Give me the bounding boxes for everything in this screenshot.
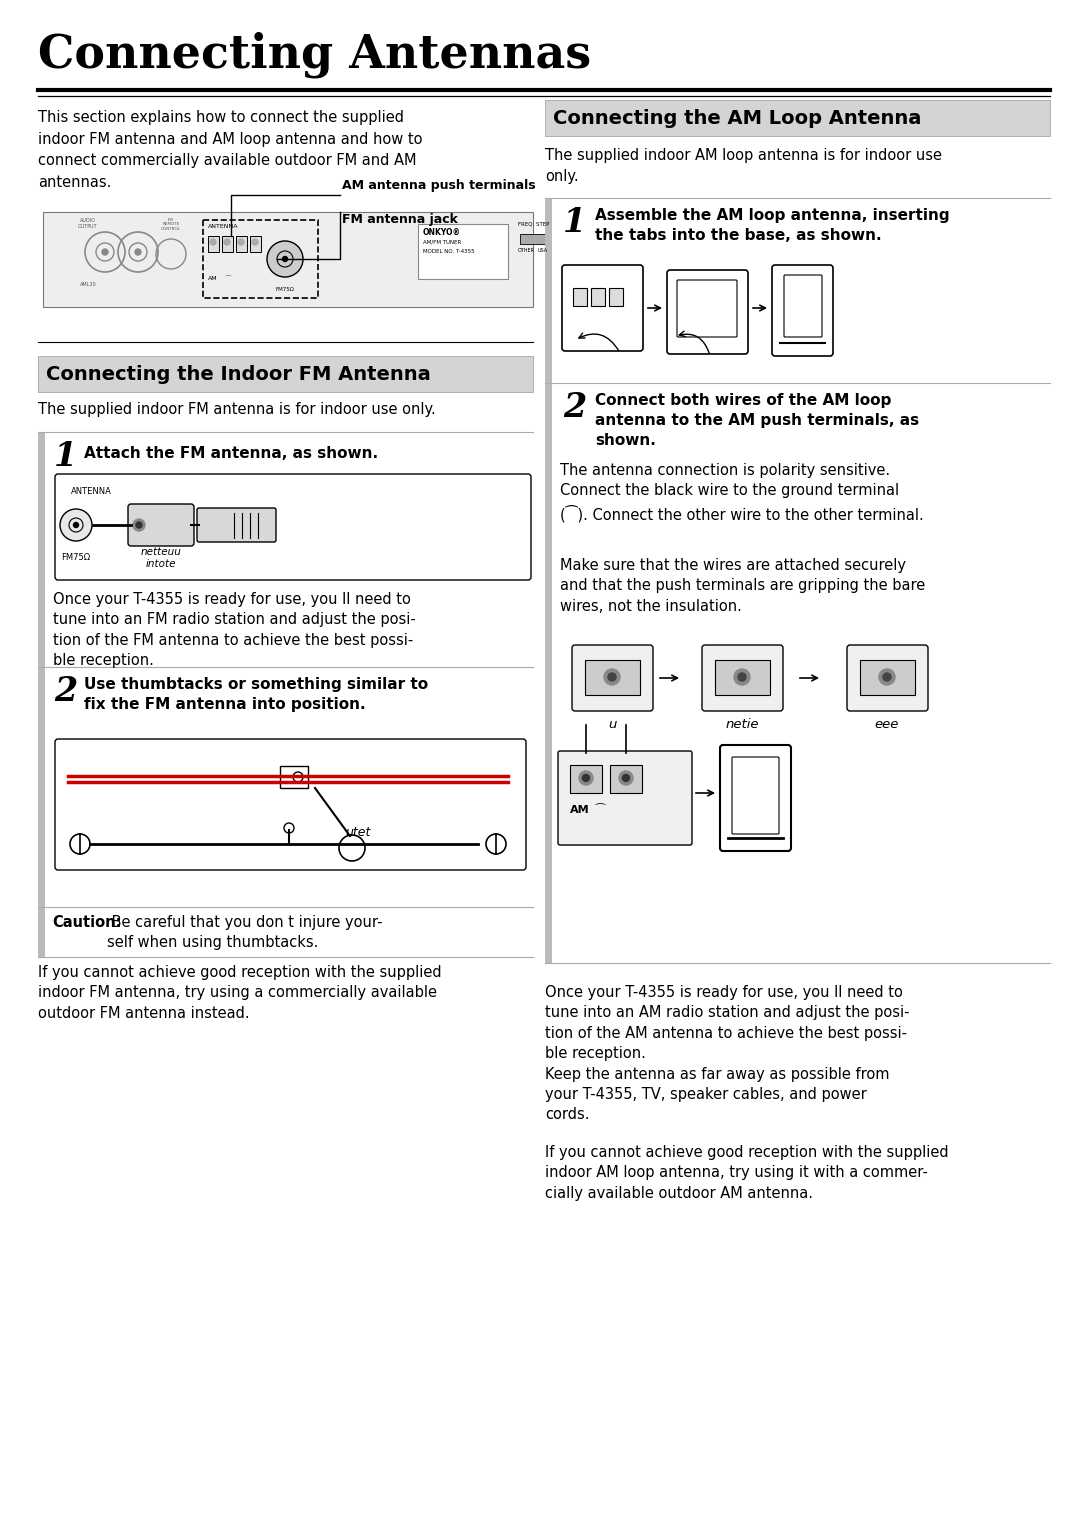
Circle shape (252, 240, 258, 246)
Text: Be careful that you don t injure your-
self when using thumbtacks.: Be careful that you don t injure your- s… (107, 916, 382, 949)
Text: AM/FM TUNER: AM/FM TUNER (423, 240, 461, 246)
FancyBboxPatch shape (847, 645, 928, 711)
Text: AM: AM (570, 806, 590, 815)
Text: ONKYO®: ONKYO® (423, 227, 461, 237)
Text: netie: netie (726, 719, 759, 731)
Text: Connecting the Indoor FM Antenna: Connecting the Indoor FM Antenna (46, 365, 431, 383)
Text: FM
REMOTE
CONTROL: FM REMOTE CONTROL (161, 218, 181, 230)
Circle shape (883, 673, 891, 681)
FancyBboxPatch shape (129, 504, 194, 546)
Text: If you cannot achieve good reception with the supplied
indoor AM loop antenna, t: If you cannot achieve good reception wit… (545, 1144, 948, 1201)
Text: USA: USA (538, 249, 549, 253)
FancyBboxPatch shape (702, 645, 783, 711)
Text: Use thumbtacks or something similar to
fix the FM antenna into position.: Use thumbtacks or something similar to f… (84, 678, 428, 711)
FancyBboxPatch shape (860, 661, 915, 694)
Circle shape (283, 256, 287, 261)
FancyBboxPatch shape (249, 237, 261, 252)
Text: Caution:: Caution: (52, 916, 121, 929)
Circle shape (136, 522, 141, 528)
Text: ANTENNA: ANTENNA (71, 487, 112, 496)
Circle shape (267, 241, 303, 278)
Circle shape (579, 771, 593, 784)
Text: Once your T-4355 is ready for use, you ll need to
tune into an AM radio station : Once your T-4355 is ready for use, you l… (545, 984, 909, 1123)
Text: This section explains how to connect the supplied
indoor FM antenna and AM loop : This section explains how to connect the… (38, 110, 422, 189)
FancyBboxPatch shape (197, 508, 276, 542)
Text: AM antenna push terminals: AM antenna push terminals (342, 179, 536, 192)
Circle shape (582, 775, 590, 781)
FancyBboxPatch shape (237, 237, 247, 252)
Text: The supplied indoor AM loop antenna is for indoor use
only.: The supplied indoor AM loop antenna is f… (545, 148, 942, 185)
FancyBboxPatch shape (222, 237, 233, 252)
FancyBboxPatch shape (545, 198, 552, 383)
Text: FM75Ω: FM75Ω (62, 552, 91, 562)
FancyBboxPatch shape (610, 765, 642, 794)
Text: OTHER: OTHER (518, 249, 535, 253)
Text: utet: utet (345, 826, 370, 839)
FancyBboxPatch shape (519, 233, 545, 244)
FancyBboxPatch shape (208, 237, 219, 252)
Text: 1: 1 (54, 439, 78, 473)
FancyBboxPatch shape (545, 101, 1050, 136)
Circle shape (734, 668, 750, 685)
Circle shape (622, 775, 630, 781)
Text: Once your T-4355 is ready for use, you ll need to
tune into an FM radio station : Once your T-4355 is ready for use, you l… (53, 592, 416, 668)
Text: The antenna connection is polarity sensitive.
Connect the black wire to the grou: The antenna connection is polarity sensi… (561, 462, 923, 522)
Text: MODEL NO. T-4355: MODEL NO. T-4355 (423, 249, 474, 253)
Circle shape (135, 249, 141, 255)
Circle shape (738, 673, 746, 681)
Circle shape (238, 240, 244, 246)
Circle shape (133, 519, 145, 531)
Circle shape (73, 522, 79, 528)
Text: Assemble the AM loop antenna, inserting
the tabs into the base, as shown.: Assemble the AM loop antenna, inserting … (595, 208, 949, 243)
FancyBboxPatch shape (38, 356, 534, 392)
Text: Make sure that the wires are attached securely
and that the push terminals are g: Make sure that the wires are attached se… (561, 559, 926, 613)
FancyBboxPatch shape (55, 475, 531, 580)
Text: AM: AM (208, 276, 218, 281)
FancyBboxPatch shape (38, 432, 45, 667)
Text: 1: 1 (563, 206, 586, 240)
Text: If you cannot achieve good reception with the supplied
indoor FM antenna, try us: If you cannot achieve good reception wit… (38, 964, 442, 1021)
FancyBboxPatch shape (43, 212, 534, 307)
Text: FREQ. STEP: FREQ. STEP (518, 221, 550, 227)
Circle shape (604, 668, 620, 685)
Text: 2: 2 (563, 391, 586, 424)
Circle shape (102, 249, 108, 255)
Text: ANTENNA: ANTENNA (208, 224, 239, 229)
Circle shape (879, 668, 895, 685)
FancyBboxPatch shape (573, 288, 588, 307)
FancyBboxPatch shape (715, 661, 770, 694)
Text: eee: eee (875, 719, 900, 731)
Text: Connecting the AM Loop Antenna: Connecting the AM Loop Antenna (553, 108, 921, 128)
Text: AML20: AML20 (80, 282, 96, 287)
Text: FM antenna jack: FM antenna jack (342, 214, 458, 226)
Text: u: u (608, 719, 617, 731)
FancyBboxPatch shape (418, 224, 508, 279)
Circle shape (210, 240, 216, 246)
Text: FM75Ω: FM75Ω (275, 287, 295, 291)
FancyBboxPatch shape (545, 383, 552, 963)
Circle shape (60, 510, 92, 542)
FancyBboxPatch shape (38, 667, 45, 957)
Circle shape (224, 240, 230, 246)
FancyBboxPatch shape (558, 751, 692, 845)
FancyBboxPatch shape (585, 661, 640, 694)
FancyBboxPatch shape (280, 766, 308, 787)
Text: Connect both wires of the AM loop
antenna to the AM push terminals, as
shown.: Connect both wires of the AM loop antenn… (595, 394, 919, 447)
FancyBboxPatch shape (591, 288, 605, 307)
Text: Attach the FM antenna, as shown.: Attach the FM antenna, as shown. (84, 446, 378, 461)
FancyBboxPatch shape (609, 288, 623, 307)
Text: ⁀: ⁀ (225, 276, 230, 281)
Circle shape (608, 673, 616, 681)
Text: The supplied indoor FM antenna is for indoor use only.: The supplied indoor FM antenna is for in… (38, 401, 435, 417)
FancyBboxPatch shape (570, 765, 602, 794)
Text: Connecting Antennas: Connecting Antennas (38, 32, 591, 78)
Circle shape (619, 771, 633, 784)
Text: ⁀: ⁀ (595, 806, 604, 815)
FancyBboxPatch shape (55, 739, 526, 870)
Text: netteuu
intote: netteuu intote (140, 546, 181, 569)
Text: AUDIO
OUTPUT: AUDIO OUTPUT (78, 218, 98, 229)
Text: 2: 2 (54, 674, 78, 708)
FancyBboxPatch shape (572, 645, 653, 711)
